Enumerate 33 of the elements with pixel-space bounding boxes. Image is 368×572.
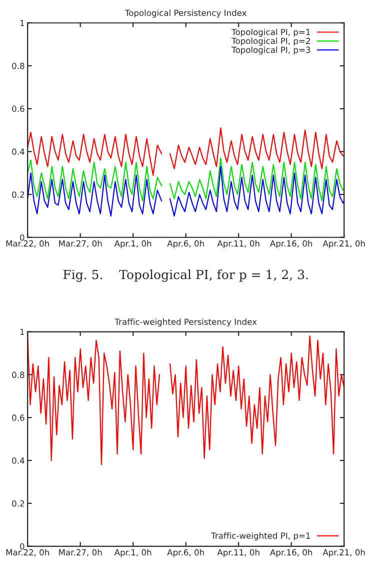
y-tick-label: 0.8 xyxy=(12,62,24,70)
y-tick-label: 0.4 xyxy=(12,457,24,464)
y-tick-label: 1 xyxy=(20,20,24,26)
x-tick-label: Mar.22, 0h xyxy=(6,240,49,248)
y-tick-label: 0 xyxy=(20,234,24,241)
y-tick-label: 0.6 xyxy=(12,414,24,421)
x-tick-label: Apr.21, 0h xyxy=(322,549,365,558)
legend-label: Topological PI, p=2 xyxy=(232,38,310,46)
chart-title: Topological Persistency Index xyxy=(124,10,247,18)
legend-label: Traffic-weighted PI, p=1 xyxy=(211,532,310,540)
chart-title: Traffic-weighted Persistency Index xyxy=(114,318,257,327)
x-tick-label: Apr.1, 0h xyxy=(114,549,152,558)
y-tick-label: 0.2 xyxy=(12,500,24,507)
x-tick-label: Apr.1, 0h xyxy=(114,240,152,248)
legend-label: Topological PI, p=1 xyxy=(232,28,310,37)
x-tick-label: Apr.16, 0h xyxy=(270,240,312,248)
x-tick-label: Mar.27, 0h xyxy=(59,549,102,556)
x-tick-label: Apr.11, 0h xyxy=(217,240,260,248)
x-tick-label: Mar.22, 0h xyxy=(6,549,49,556)
y-tick-label: 0.2 xyxy=(12,191,24,198)
x-tick-label: Apr.6, 0h xyxy=(167,549,204,558)
legend-label: Topological PI, p=3 xyxy=(232,46,310,55)
x-tick-label: Apr.21, 0h xyxy=(322,240,365,248)
x-tick-label: Apr.6, 0h xyxy=(167,240,204,248)
caption: Fig. 5. Topological PI, for p = 1, 2, 3. xyxy=(63,270,308,282)
y-tick-label: 1 xyxy=(20,328,24,335)
x-tick-label: Apr.11, 0h xyxy=(217,549,260,558)
y-tick-label: 0.6 xyxy=(12,106,24,112)
x-tick-label: Mar.27, 0h xyxy=(59,240,102,248)
y-tick-label: 0 xyxy=(20,543,24,550)
y-tick-label: 0.4 xyxy=(12,148,24,155)
x-tick-label: Apr.16, 0h xyxy=(270,549,312,558)
y-tick-label: 0.8 xyxy=(12,372,24,378)
